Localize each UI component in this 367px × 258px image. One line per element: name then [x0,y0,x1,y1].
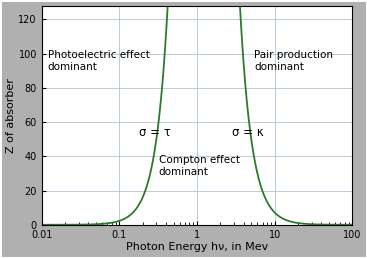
Y-axis label: Z of absorber: Z of absorber [6,78,15,153]
Text: σ = κ: σ = κ [232,126,264,139]
Text: Photoelectric effect
dominant: Photoelectric effect dominant [48,50,150,72]
Text: Pair production
dominant: Pair production dominant [254,50,334,72]
Text: σ = τ: σ = τ [139,126,171,139]
Text: Compton effect
dominant: Compton effect dominant [159,155,240,177]
X-axis label: Photon Energy hν, in Mev: Photon Energy hν, in Mev [126,243,268,252]
